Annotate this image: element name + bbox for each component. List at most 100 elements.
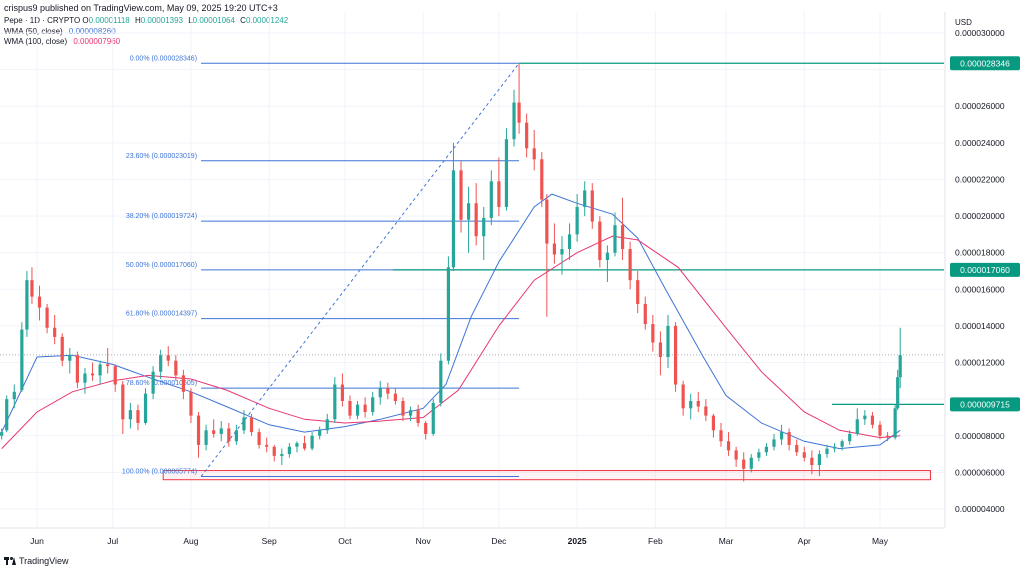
legend-wma50-row[interactable]: WMA (50, close) 0.000008260 [4,27,291,38]
fib-level-label: 23.60% (0.000023019) [126,153,197,160]
candle-body [0,432,4,436]
candle-body [234,430,238,442]
ohlc-value: 0.00001118 [88,16,130,25]
candle-body [227,428,231,442]
price-label-text: 0.000017060 [960,265,1010,275]
candle-body [174,360,178,376]
y-axis-tick-label: 0.000020000 [955,211,1005,221]
x-axis-tick-label: Jul [107,536,118,546]
y-axis-tick-label: 0.000018000 [955,248,1005,258]
candle-body [219,428,223,434]
candle-body [726,441,731,451]
price-label-text: 0.000028346 [960,58,1010,68]
candle-body [605,252,610,261]
fib-level-label: 38.20% (0.000019724) [126,213,197,220]
ohlc-value: 0.00001064 [192,16,235,25]
candle-body [272,446,276,456]
candle-body [696,400,700,407]
candle-body [613,225,617,253]
x-axis-tick-label: Nov [416,536,432,546]
candle-body [749,457,753,469]
candle-body [840,441,844,447]
currency-label: USD [955,18,972,27]
candle-body [734,450,738,460]
ohlc-label: L [186,16,193,25]
candle-body [45,307,49,328]
candle-body [424,422,428,434]
candle-body [825,448,829,455]
candle-body [497,181,501,207]
y-axis-tick-label: 0.000004000 [955,504,1005,514]
candle-body [25,280,29,330]
x-axis-tick-label: Jun [30,536,44,546]
candle-body [68,355,72,361]
y-axis-tick-label: 0.000012000 [955,358,1005,368]
candle-body [310,435,314,449]
legend-wma100-row[interactable]: WMA (100, close) 0.000007960 [4,37,291,48]
candle-body [583,190,587,207]
candle-body [60,336,64,361]
candle-body [517,102,521,123]
candle-body [575,206,579,235]
candle-body [482,217,486,237]
candle-body [779,432,784,440]
price-label-box [950,56,1020,71]
candle-body [371,397,375,412]
y-axis-tick-label: 0.000016000 [955,284,1005,294]
candle-body [598,221,602,261]
candle-body [151,371,155,394]
tradingview-logo[interactable]: TradingView [4,556,69,566]
x-axis-tick-label: May [872,536,889,546]
candle-body [37,296,42,308]
candle-body [643,303,647,325]
candle-body [628,249,632,281]
candle-body [5,399,9,431]
candle-body [848,433,852,442]
candle-body [212,430,216,434]
candle-body [318,430,322,436]
candle-body [474,203,478,237]
candle-body [689,400,693,409]
candle-body [408,410,413,416]
candle-body [451,170,456,268]
candle-body [302,443,307,449]
candle-body [98,364,102,376]
y-axis-tick-label: 0.000006000 [955,467,1005,477]
fib-level-label: 61.80% (0.000014397) [126,311,197,318]
candle-body [265,444,269,447]
ohlc-value: 0.00001393 [140,16,183,25]
candle-body [416,410,420,423]
candle-body [242,417,246,431]
wma100-name: WMA (100, close) [4,37,68,46]
candle-body [898,355,902,378]
candle-body [532,148,536,160]
ohlc-label: H [132,16,141,25]
candle-body [295,443,299,447]
price-label-box [950,262,1020,277]
candle-body [772,439,776,447]
candle-body [636,280,640,304]
x-axis-tick-label: Apr [798,536,811,546]
candle-body [896,377,900,409]
symbol-label[interactable]: Pepe · 1D · CRYPTO [4,16,81,25]
candle-body [75,355,79,383]
publisher-line: crispus9 published on TradingView.com, M… [4,3,278,13]
fib-level-label: 50.00% (0.000017060) [126,262,197,269]
candle-body [355,404,360,416]
candle-body [590,190,594,222]
candle-body [106,364,110,367]
candle-body [393,393,398,401]
candle-body [249,417,254,433]
candle-body [787,432,791,445]
y-axis-tick-label: 0.000030000 [955,28,1005,38]
candle-body [333,384,337,420]
candle-body [466,203,471,220]
candle-body [446,267,451,361]
x-axis-tick-label: Feb [648,536,663,546]
candle-body [128,410,132,420]
candle-body [863,415,867,420]
candle-body [20,329,24,390]
candle-body [113,366,117,385]
candle-body [802,452,806,458]
